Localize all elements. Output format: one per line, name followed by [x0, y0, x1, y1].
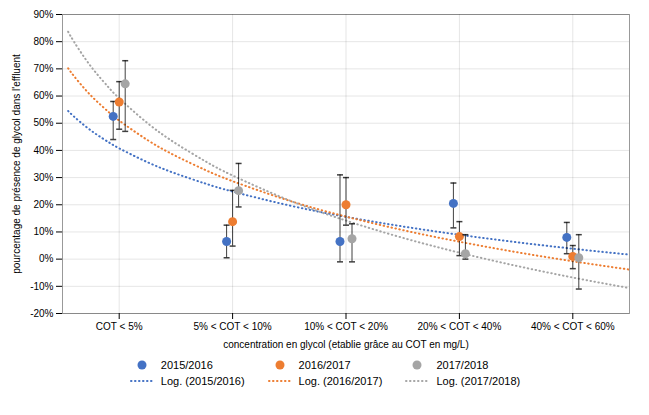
svg-text:80%: 80%: [33, 36, 53, 47]
svg-text:pourcentage de présence de gly: pourcentage de présence de glycol dans l…: [11, 54, 22, 274]
html-text:Log. (2015/2016): Log. (2015/2016): [160, 375, 245, 387]
svg-text:5% < COT < 10%: 5% < COT < 10%: [193, 321, 271, 332]
svg-text:concentration en glycol (etabl: concentration en glycol (etablie grâce a…: [223, 339, 469, 350]
html-text:2015/2016: 2015/2016: [160, 359, 213, 371]
svg-text:60%: 60%: [33, 90, 53, 101]
svg-text:40%: 40%: [33, 145, 53, 156]
html-text:2017/2018: 2017/2018: [436, 359, 489, 371]
html-text:2016/2017: 2016/2017: [298, 359, 351, 371]
html-text:Log. (2017/2018): Log. (2017/2018): [436, 375, 521, 387]
svg-text:0%: 0%: [39, 253, 54, 264]
svg-text:50%: 50%: [33, 117, 53, 128]
html-text:Log. (2016/2017): Log. (2016/2017): [298, 375, 383, 387]
svg-text:40% < COT < 60%: 40% < COT < 60%: [531, 321, 615, 332]
svg-text:90%: 90%: [33, 9, 53, 20]
svg-text:-20%: -20%: [30, 308, 53, 319]
svg-text:10% < COT < 20%: 10% < COT < 20%: [304, 321, 388, 332]
svg-text:70%: 70%: [33, 63, 53, 74]
svg-text:30%: 30%: [33, 172, 53, 183]
svg-text:COT < 5%: COT < 5%: [96, 321, 143, 332]
svg-text:20% < COT < 40%: 20% < COT < 40%: [418, 321, 502, 332]
svg-text:-10%: -10%: [30, 281, 53, 292]
svg-text:10%: 10%: [33, 226, 53, 237]
svg-text:20%: 20%: [33, 199, 53, 210]
